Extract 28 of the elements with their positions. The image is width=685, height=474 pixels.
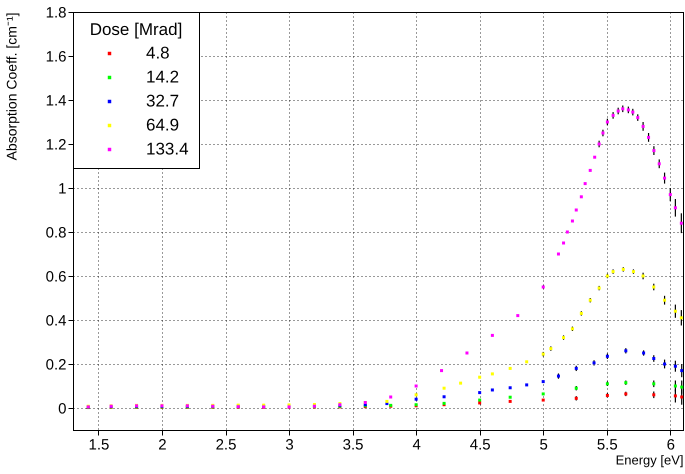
- legend-label: 4.8: [146, 44, 170, 62]
- x-tick-label: 6: [666, 436, 675, 454]
- legend-label: 14.2: [146, 68, 180, 86]
- y-tick-label: 1.6: [46, 48, 66, 66]
- x-tick-label: 2.5: [216, 436, 236, 454]
- y-tick-label: 0: [58, 400, 66, 418]
- legend-label: 133.4: [146, 140, 189, 158]
- y-tick-label: 1.2: [46, 136, 66, 154]
- x-tick-label: 4: [412, 436, 421, 454]
- x-tick-label: 5.5: [596, 436, 618, 454]
- legend-label: 32.7: [146, 92, 180, 110]
- y-tick-label: 0.8: [46, 224, 66, 242]
- x-tick-label: 3: [285, 436, 294, 454]
- x-tick-label: 4.5: [470, 436, 491, 454]
- x-tick-label: 5: [540, 436, 548, 454]
- y-tick-label: 0.2: [46, 356, 66, 374]
- x-tick-label: 2: [158, 436, 167, 454]
- y-tick-label: 1.4: [46, 92, 66, 110]
- y-axis-title: Absorption Coeff. [cm⁻¹]: [4, 12, 20, 160]
- y-tick-label: 0.4: [46, 312, 66, 330]
- x-tick-label: 1.5: [88, 436, 110, 454]
- y-tick-label: 1.8: [46, 4, 66, 22]
- x-tick-label: 3.5: [342, 436, 364, 454]
- legend-label: 64.9: [146, 116, 180, 134]
- y-tick-label: 0.6: [46, 268, 66, 286]
- y-tick-label: 1: [58, 180, 66, 198]
- legend-title: Dose [Mrad]: [90, 20, 182, 39]
- x-axis-title: Energy [eV]: [616, 452, 684, 468]
